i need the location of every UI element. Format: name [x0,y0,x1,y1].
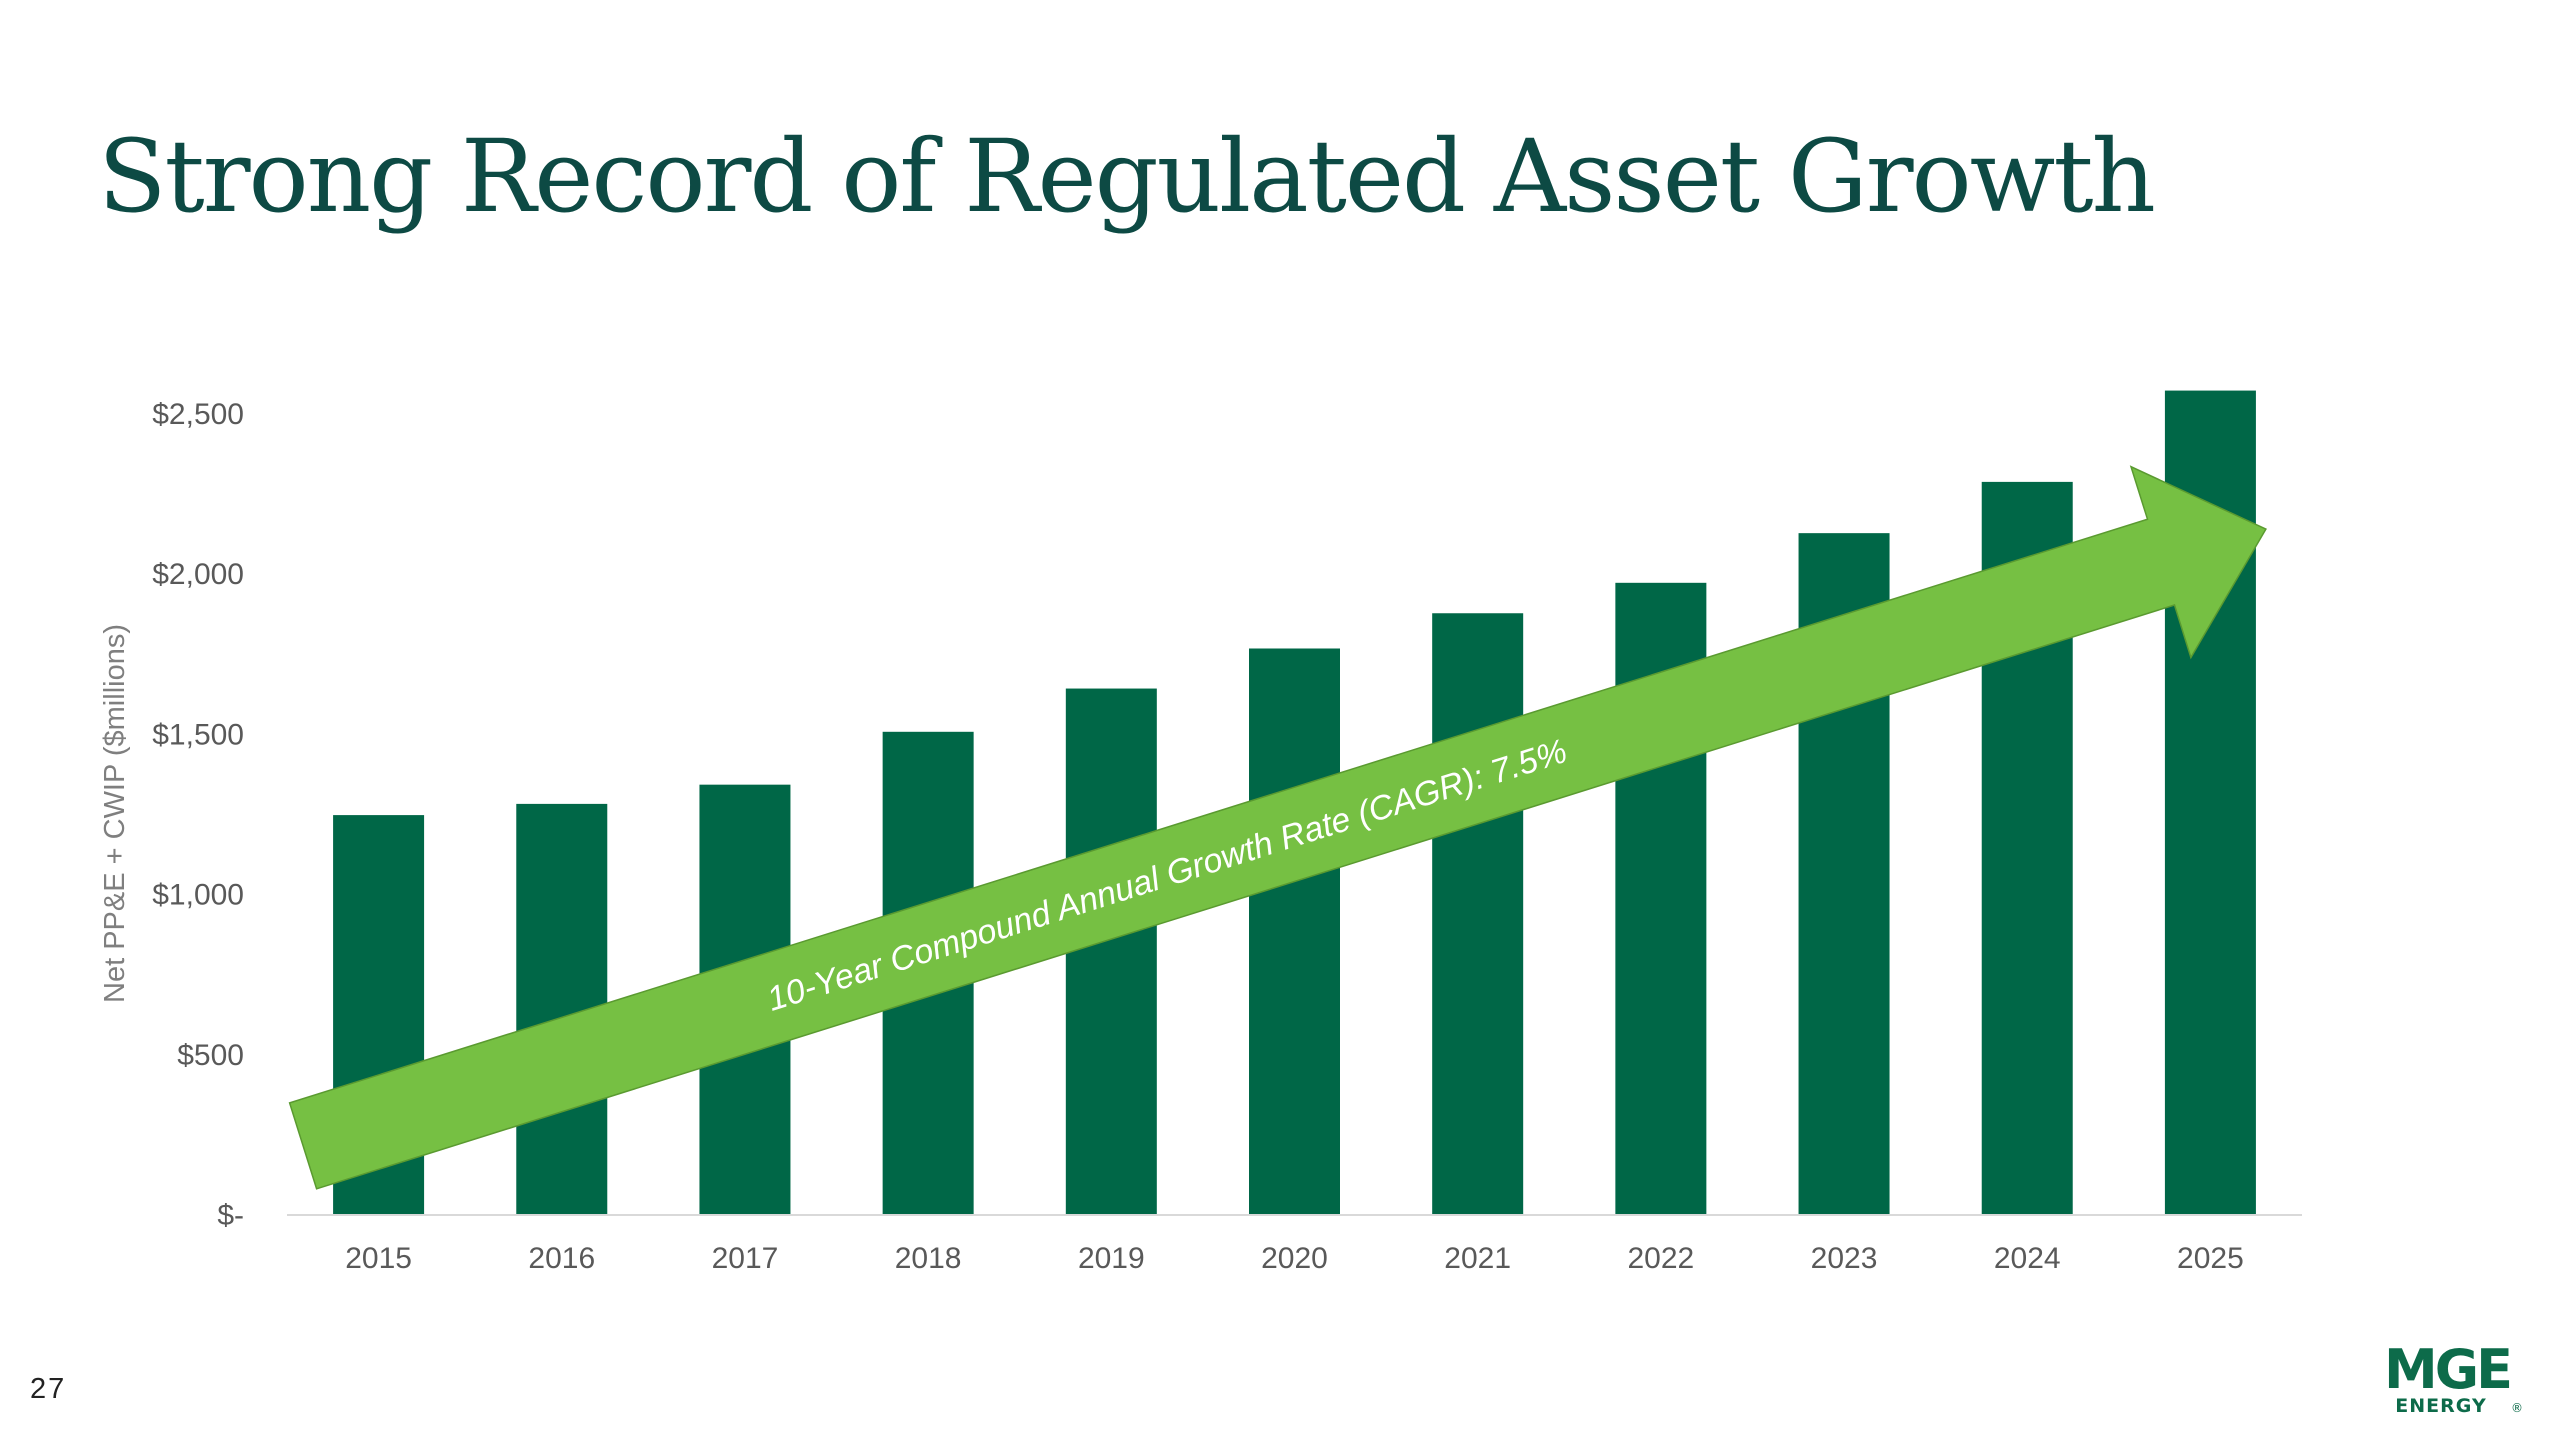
bar [1065,688,1157,1214]
x-tick-label: 2023 [1811,1242,1878,1275]
x-tick-label: 2019 [1078,1242,1145,1275]
y-axis-title-group: Net PP&E + CWIP ($millions) [99,624,131,1003]
x-tick-label: 2025 [2177,1242,2244,1275]
x-tick-label: 2024 [1994,1242,2061,1275]
x-tick-label: 2022 [1627,1242,1694,1275]
y-tick-label: $1,000 [152,879,244,912]
y-tick-label: $2,500 [152,398,244,431]
y-axis-ticks: $- $500 $1,000 $1,500 $2,000 $2,500 [152,398,244,1232]
x-tick-label: 2020 [1261,1242,1328,1275]
y-tick-label: $1,500 [152,718,244,751]
page-number: 27 [30,1373,67,1405]
x-tick-label: 2016 [528,1242,595,1275]
cagr-arrow [288,465,2267,1190]
logo-wordmark: MGE [2384,1338,2510,1401]
x-tick-label: 2015 [345,1242,412,1275]
x-axis-ticks: 2015 2016 2017 2018 2019 2020 2021 2022 2023 2024… [345,1242,2244,1275]
y-tick-label: $500 [177,1039,244,1072]
logo-subtext: ENERGY [2395,1395,2486,1417]
mge-energy-logo: MGE ENERGY ® [2384,1338,2523,1417]
logo-registered-mark: ® [2511,1401,2523,1415]
bar [1432,613,1524,1214]
y-axis-title: Net PP&E + CWIP ($millions) [99,624,131,1003]
x-tick-label: 2018 [895,1242,962,1275]
y-tick-label: $2,000 [152,558,244,591]
x-tick-label: 2017 [712,1242,779,1275]
y-tick-label: $- [217,1199,244,1232]
x-tick-label: 2021 [1444,1242,1511,1275]
page-title: Strong Record of Regulated Asset Growth [98,118,2156,235]
bar [1249,648,1340,1214]
